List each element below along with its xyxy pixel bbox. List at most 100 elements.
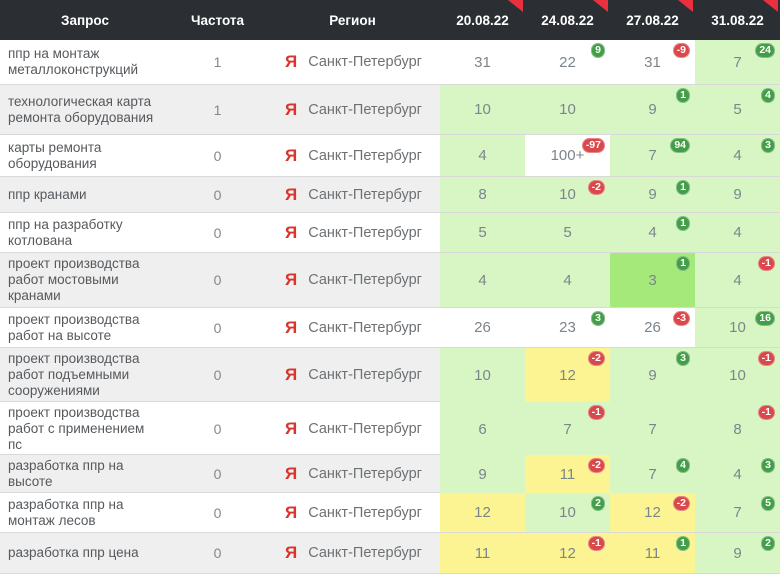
- region-label: Санкт-Петербург: [308, 319, 422, 336]
- position-cell[interactable]: 100+ -97: [525, 135, 610, 176]
- query-label: карты ремонта оборудования: [8, 139, 102, 171]
- position-cell[interactable]: 10 -1: [695, 348, 780, 402]
- query-cell[interactable]: разработка ппр на монтаж лесов: [0, 493, 170, 532]
- position-cell[interactable]: 7 94: [610, 135, 695, 176]
- position-cell[interactable]: 10 -2: [525, 177, 610, 212]
- date-label: 24.08.22: [541, 12, 594, 28]
- delta-badge: -1: [587, 405, 605, 420]
- position-cell[interactable]: 12 -1: [525, 533, 610, 573]
- region-label: Санкт-Петербург: [308, 186, 422, 203]
- table-row: проект производства работ мостовыми кран…: [0, 253, 780, 308]
- position-cell[interactable]: 5: [525, 213, 610, 252]
- query-cell[interactable]: проект производства работ с применением …: [0, 402, 170, 456]
- position-cell[interactable]: 4: [440, 135, 525, 176]
- position-value: 5: [478, 224, 487, 241]
- position-cell[interactable]: 12 -2: [610, 493, 695, 532]
- delta-badge: 1: [676, 180, 690, 195]
- yandex-icon: Я: [285, 464, 298, 483]
- delta-badge: -9: [672, 43, 690, 58]
- query-cell[interactable]: ппр на разработку котлована: [0, 213, 170, 252]
- position-cell[interactable]: 10: [440, 348, 525, 402]
- frequency-cell: 0: [213, 504, 222, 521]
- col-header-date-3[interactable]: 27.08.22: [610, 0, 695, 40]
- yandex-icon: Я: [285, 52, 298, 71]
- position-cell[interactable]: 10: [440, 85, 525, 134]
- position-value: 9: [733, 544, 742, 562]
- region-label: Санкт-Петербург: [308, 421, 422, 437]
- position-cell[interactable]: 12 -2: [525, 348, 610, 402]
- delta-badge: 1: [676, 256, 690, 271]
- query-cell[interactable]: проект производства работ подъемными соо…: [0, 348, 170, 402]
- position-value: 7: [733, 504, 742, 521]
- query-label: разработка ппр на высоте: [8, 458, 124, 489]
- position-cell[interactable]: 8 -1: [695, 402, 780, 456]
- col-header-query[interactable]: Запрос: [61, 12, 109, 28]
- position-cell[interactable]: 8: [440, 177, 525, 212]
- position-cell[interactable]: 26 -3: [610, 308, 695, 347]
- position-cell[interactable]: 10 16: [695, 308, 780, 347]
- position-cell[interactable]: 9: [695, 177, 780, 212]
- table-row: технологическая карта ремонта оборудован…: [0, 85, 780, 135]
- position-value: 22: [559, 53, 576, 71]
- position-cell[interactable]: 31: [440, 40, 525, 84]
- col-header-date-2[interactable]: 24.08.22: [525, 0, 610, 40]
- region-label: Санкт-Петербург: [308, 466, 422, 482]
- query-cell[interactable]: ппр на монтаж металлоконструкций: [0, 40, 170, 84]
- position-cell[interactable]: 26: [440, 308, 525, 347]
- query-cell[interactable]: разработка ппр цена: [0, 533, 170, 573]
- region-cell: Я Санкт-Петербург: [265, 493, 440, 532]
- position-cell[interactable]: 12: [440, 493, 525, 532]
- yandex-icon: Я: [285, 145, 298, 165]
- region-label: Санкт-Петербург: [308, 101, 422, 118]
- position-cell[interactable]: 10: [525, 85, 610, 134]
- delta-badge: 9: [591, 43, 605, 58]
- query-cell[interactable]: проект производства работ на высоте: [0, 308, 170, 347]
- col-header-date-1[interactable]: 20.08.22: [440, 0, 525, 40]
- position-cell[interactable]: 7: [610, 402, 695, 456]
- frequency-cell: 0: [213, 147, 222, 164]
- position-cell[interactable]: 7 24: [695, 40, 780, 84]
- position-cell[interactable]: 11 1: [610, 533, 695, 573]
- position-cell[interactable]: 31 -9: [610, 40, 695, 84]
- position-value: 4: [733, 271, 742, 289]
- col-header-frequency[interactable]: Частота: [191, 12, 244, 28]
- query-cell[interactable]: разработка ппр на высоте: [0, 455, 170, 493]
- position-cell[interactable]: 4 -1: [695, 253, 780, 307]
- position-cell[interactable]: 5: [440, 213, 525, 252]
- position-value: 10: [474, 366, 491, 384]
- position-value: 9: [733, 186, 742, 203]
- query-cell[interactable]: карты ремонта оборудования: [0, 135, 170, 176]
- query-cell[interactable]: ппр кранами: [0, 177, 170, 212]
- position-value: 8: [478, 186, 487, 203]
- position-cell[interactable]: 9: [440, 455, 525, 493]
- yandex-icon: Я: [285, 502, 298, 522]
- position-cell[interactable]: 23 3: [525, 308, 610, 347]
- position-cell[interactable]: 4: [440, 253, 525, 307]
- col-header-date-4[interactable]: 31.08.22: [695, 0, 780, 40]
- position-cell[interactable]: 11: [440, 533, 525, 573]
- position-cell[interactable]: 10 2: [525, 493, 610, 532]
- yandex-icon: Я: [285, 184, 298, 204]
- position-cell[interactable]: 4: [525, 253, 610, 307]
- position-cell[interactable]: 22 9: [525, 40, 610, 84]
- position-cell[interactable]: 4: [695, 213, 780, 252]
- position-cell[interactable]: 6: [440, 402, 525, 456]
- query-cell[interactable]: проект производства работ мостовыми кран…: [0, 253, 170, 307]
- query-cell[interactable]: технологическая карта ремонта оборудован…: [0, 85, 170, 134]
- position-cell[interactable]: 7 -1: [525, 402, 610, 456]
- position-cell[interactable]: 11 -2: [525, 455, 610, 493]
- position-value: 10: [559, 186, 576, 203]
- col-header-region[interactable]: Регион: [329, 12, 376, 28]
